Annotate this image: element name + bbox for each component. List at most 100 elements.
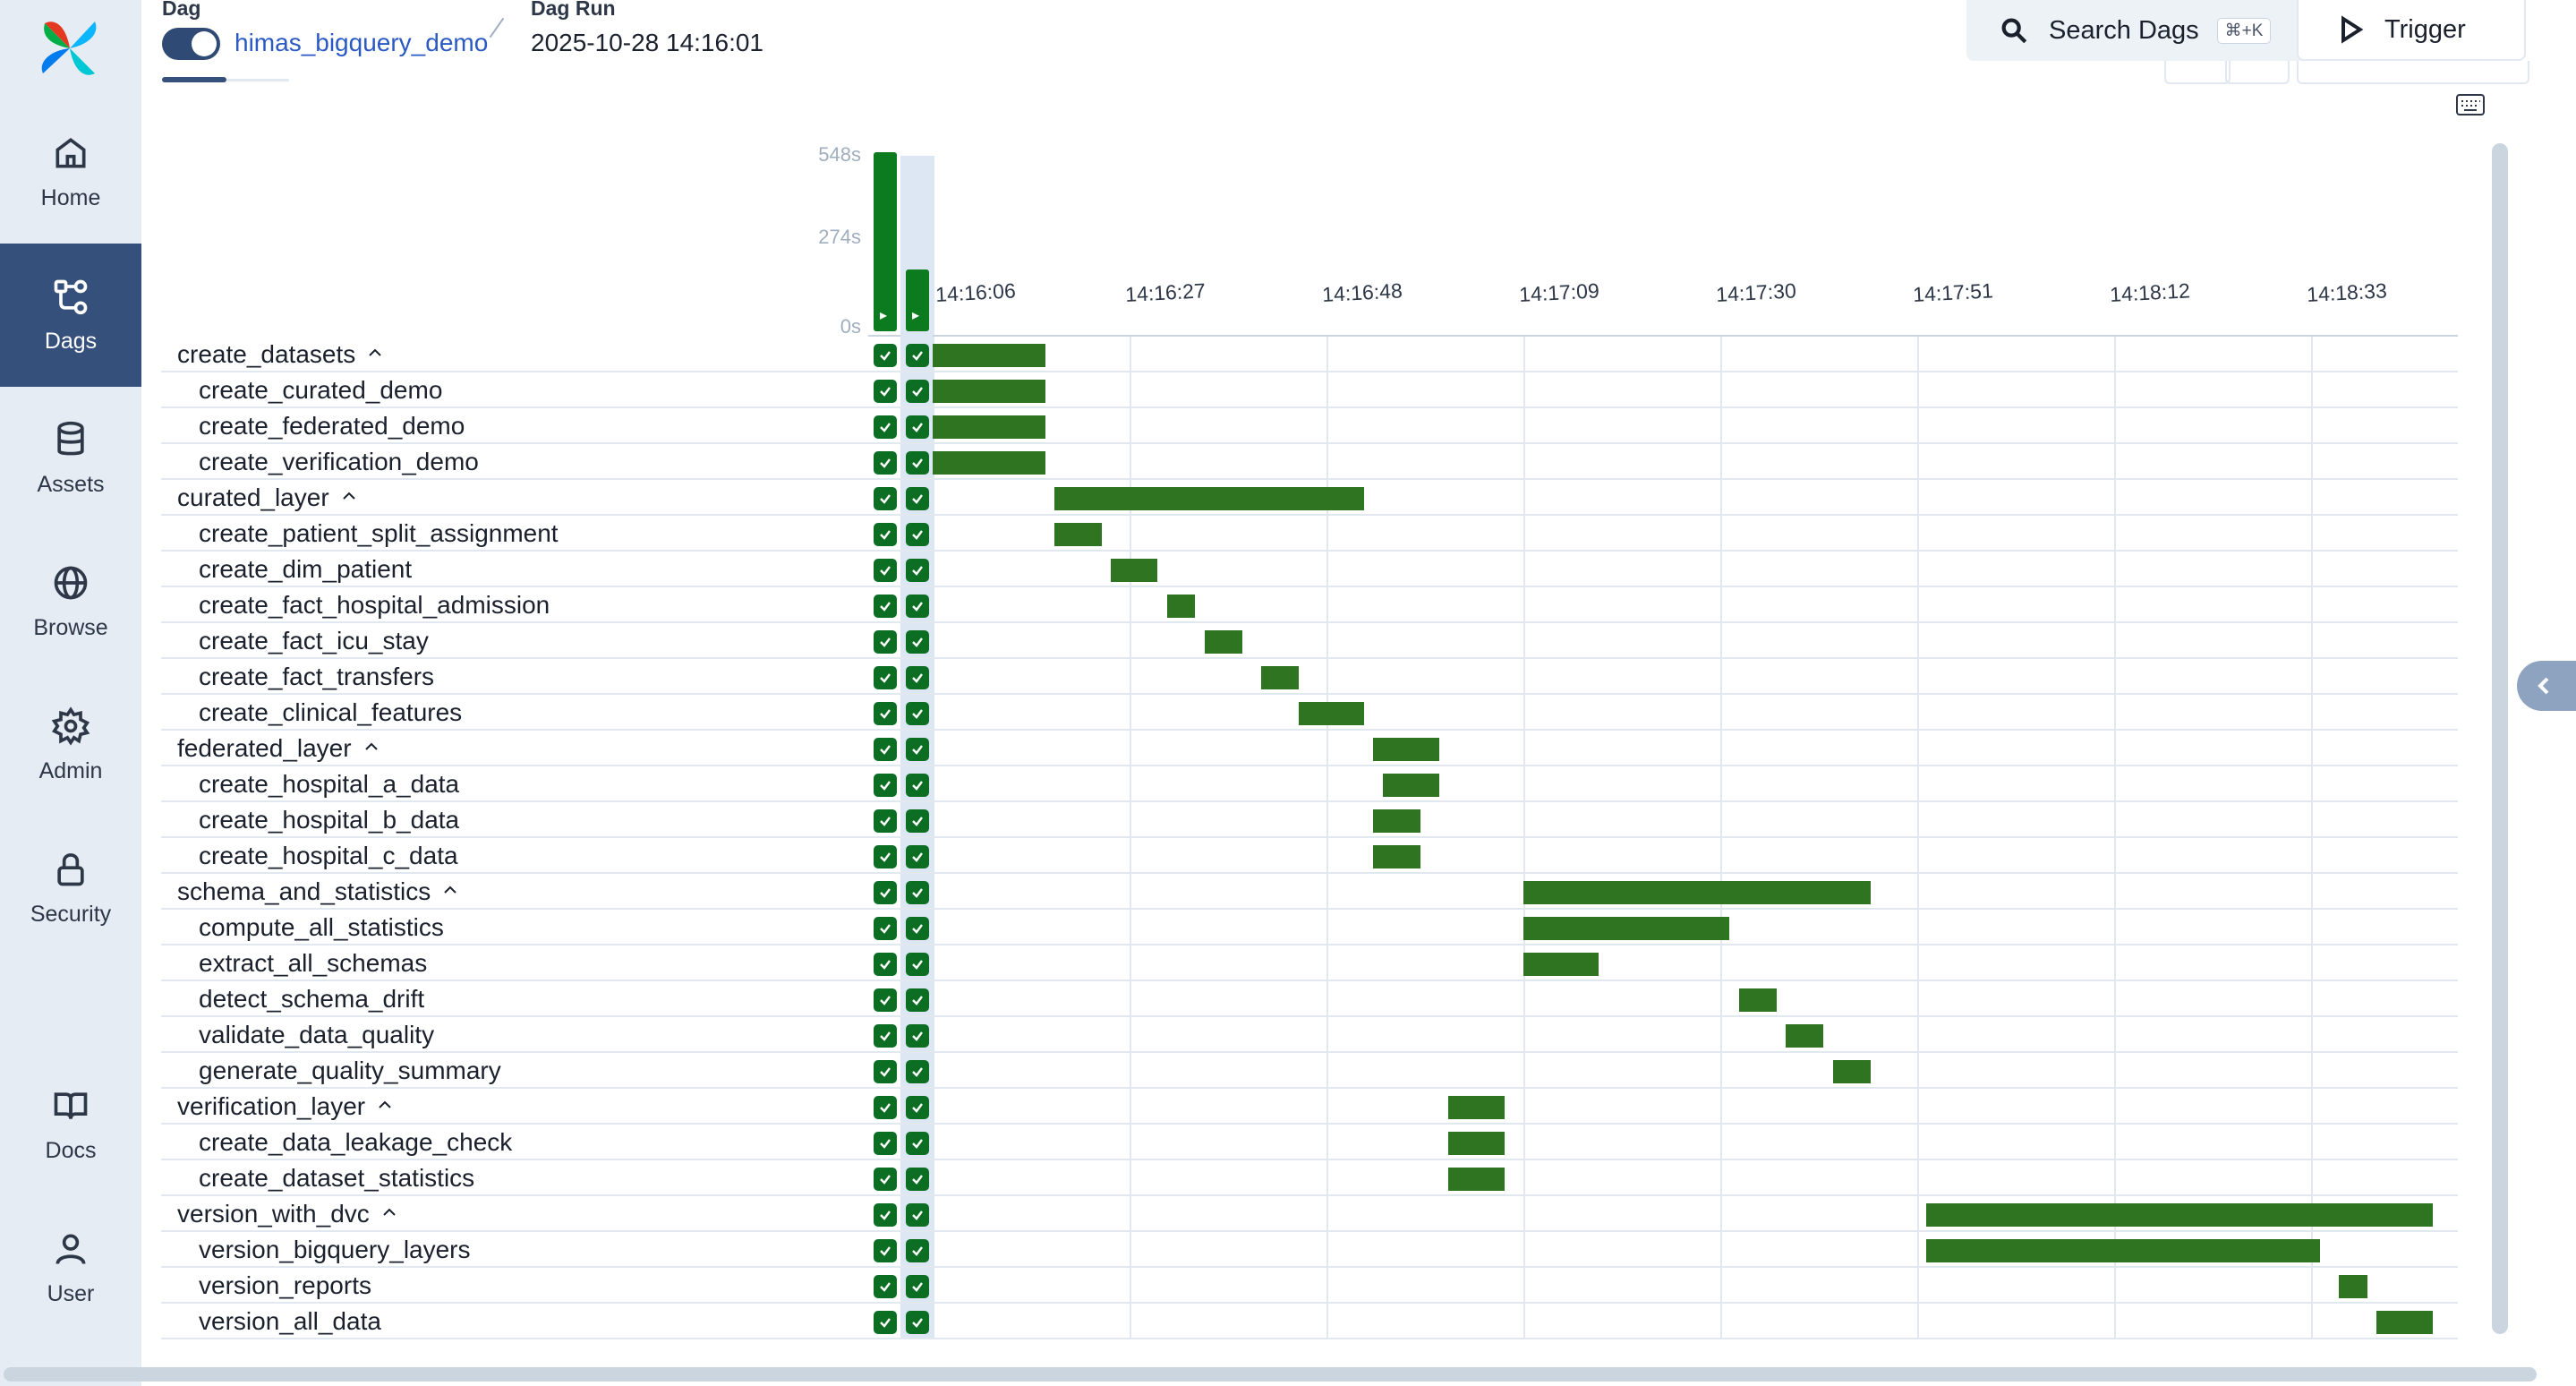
task-status-success[interactable] — [906, 666, 929, 689]
task-group-name[interactable]: schema_and_statistics — [177, 877, 431, 905]
task-status-success[interactable] — [906, 380, 929, 403]
horizontal-scrollbar[interactable] — [4, 1367, 2537, 1382]
task-name[interactable]: create_verification_demo — [199, 448, 479, 475]
task-group-name[interactable]: federated_layer — [177, 734, 352, 762]
task-duration-bar[interactable] — [2339, 1275, 2367, 1298]
task-duration-bar[interactable] — [1373, 738, 1439, 761]
task-duration-bar[interactable] — [1926, 1203, 2434, 1227]
task-status-success[interactable] — [906, 774, 929, 797]
task-status-success[interactable] — [874, 523, 897, 546]
task-status-success[interactable] — [874, 1275, 897, 1298]
task-status-success[interactable] — [874, 595, 897, 618]
task-group-name[interactable]: version_with_dvc — [177, 1200, 370, 1228]
task-duration-bar[interactable] — [1054, 523, 1102, 546]
task-duration-bar[interactable] — [1448, 1132, 1506, 1155]
task-status-success[interactable] — [906, 953, 929, 976]
chevron-up-icon[interactable] — [342, 489, 356, 503]
task-group-name[interactable]: curated_layer — [177, 483, 329, 511]
toolbar-button[interactable] — [2297, 61, 2529, 84]
task-row[interactable]: create_federated_demo — [161, 408, 2458, 444]
task-group-name[interactable]: verification_layer — [177, 1092, 366, 1120]
task-status-success[interactable] — [906, 1060, 929, 1083]
task-status-success[interactable] — [874, 344, 897, 367]
task-status-success[interactable] — [874, 559, 897, 582]
sidebar-item-dags[interactable]: Dags — [0, 244, 141, 387]
task-duration-bar[interactable] — [1523, 953, 1599, 976]
task-status-success[interactable] — [874, 702, 897, 725]
task-status-success[interactable] — [906, 1275, 929, 1298]
task-status-success[interactable] — [906, 845, 929, 868]
task-status-success[interactable] — [906, 415, 929, 439]
task-group-row[interactable]: federated_layer — [161, 731, 2458, 766]
task-status-success[interactable] — [874, 774, 897, 797]
task-row[interactable]: create_fact_icu_stay — [161, 623, 2458, 659]
sidebar-item-browse[interactable]: Browse — [0, 530, 141, 673]
task-duration-bar[interactable] — [1523, 881, 1871, 904]
task-name[interactable]: create_curated_demo — [199, 376, 443, 404]
sidebar-item-user[interactable]: User — [0, 1196, 141, 1339]
task-duration-bar[interactable] — [933, 344, 1045, 367]
task-status-success[interactable] — [874, 1168, 897, 1191]
task-status-success[interactable] — [906, 881, 929, 904]
task-status-success[interactable] — [906, 702, 929, 725]
task-duration-bar[interactable] — [1448, 1096, 1506, 1119]
run-duration-bar[interactable] — [906, 269, 929, 331]
task-status-success[interactable] — [874, 666, 897, 689]
task-status-success[interactable] — [906, 988, 929, 1012]
task-row[interactable]: extract_all_schemas — [161, 945, 2458, 981]
task-name[interactable]: create_hospital_b_data — [199, 806, 460, 834]
task-group-name[interactable]: create_datasets — [177, 340, 356, 368]
task-status-success[interactable] — [906, 1096, 929, 1119]
task-status-success[interactable] — [906, 630, 929, 654]
dag-enabled-toggle[interactable] — [162, 28, 220, 60]
task-duration-bar[interactable] — [1738, 988, 1777, 1012]
task-duration-bar[interactable] — [1832, 1060, 1871, 1083]
sidebar-item-assets[interactable]: Assets — [0, 387, 141, 530]
task-duration-bar[interactable] — [2376, 1311, 2434, 1334]
task-status-success[interactable] — [906, 1203, 929, 1227]
task-duration-bar[interactable] — [1373, 845, 1420, 868]
task-status-success[interactable] — [906, 1168, 929, 1191]
task-duration-bar[interactable] — [1111, 559, 1158, 582]
task-status-success[interactable] — [874, 1060, 897, 1083]
task-status-success[interactable] — [906, 1311, 929, 1334]
task-name[interactable]: version_bigquery_layers — [199, 1236, 471, 1263]
sidebar-item-home[interactable]: Home — [0, 100, 141, 244]
task-status-success[interactable] — [874, 630, 897, 654]
task-row[interactable]: version_bigquery_layers — [161, 1232, 2458, 1268]
task-status-success[interactable] — [906, 1132, 929, 1155]
task-name[interactable]: create_dim_patient — [199, 555, 413, 583]
task-status-success[interactable] — [906, 451, 929, 475]
task-duration-bar[interactable] — [1204, 630, 1242, 654]
task-duration-bar[interactable] — [1523, 917, 1730, 940]
task-duration-bar[interactable] — [1373, 809, 1420, 833]
task-row[interactable]: validate_data_quality — [161, 1017, 2458, 1053]
task-name[interactable]: create_patient_split_assignment — [199, 519, 559, 547]
chevron-up-icon[interactable] — [378, 1098, 392, 1112]
task-row[interactable]: version_all_data — [161, 1304, 2458, 1339]
task-row[interactable]: create_clinical_features — [161, 695, 2458, 731]
task-status-success[interactable] — [874, 1132, 897, 1155]
task-status-success[interactable] — [874, 1311, 897, 1334]
task-status-success[interactable] — [874, 451, 897, 475]
chevron-up-icon[interactable] — [368, 346, 382, 360]
task-status-success[interactable] — [874, 845, 897, 868]
panel-collapse-button[interactable] — [2517, 661, 2576, 711]
task-name[interactable]: create_fact_hospital_admission — [199, 591, 550, 619]
task-name[interactable]: create_federated_demo — [199, 412, 465, 440]
sidebar-item-security[interactable]: Security — [0, 817, 141, 960]
task-duration-bar[interactable] — [933, 451, 1045, 475]
task-duration-bar[interactable] — [1054, 487, 1364, 510]
task-row[interactable]: create_patient_split_assignment — [161, 516, 2458, 552]
task-status-success[interactable] — [906, 1239, 929, 1262]
task-name[interactable]: create_fact_transfers — [199, 663, 435, 690]
task-status-success[interactable] — [874, 917, 897, 940]
search-dags-button[interactable]: Search Dags ⌘+K — [1966, 0, 2324, 61]
task-name[interactable]: validate_data_quality — [199, 1021, 435, 1048]
task-status-success[interactable] — [874, 738, 897, 761]
task-duration-bar[interactable] — [1448, 1168, 1506, 1191]
chevron-up-icon[interactable] — [382, 1205, 397, 1219]
task-row[interactable]: create_curated_demo — [161, 372, 2458, 408]
task-status-success[interactable] — [874, 1096, 897, 1119]
task-status-success[interactable] — [906, 344, 929, 367]
